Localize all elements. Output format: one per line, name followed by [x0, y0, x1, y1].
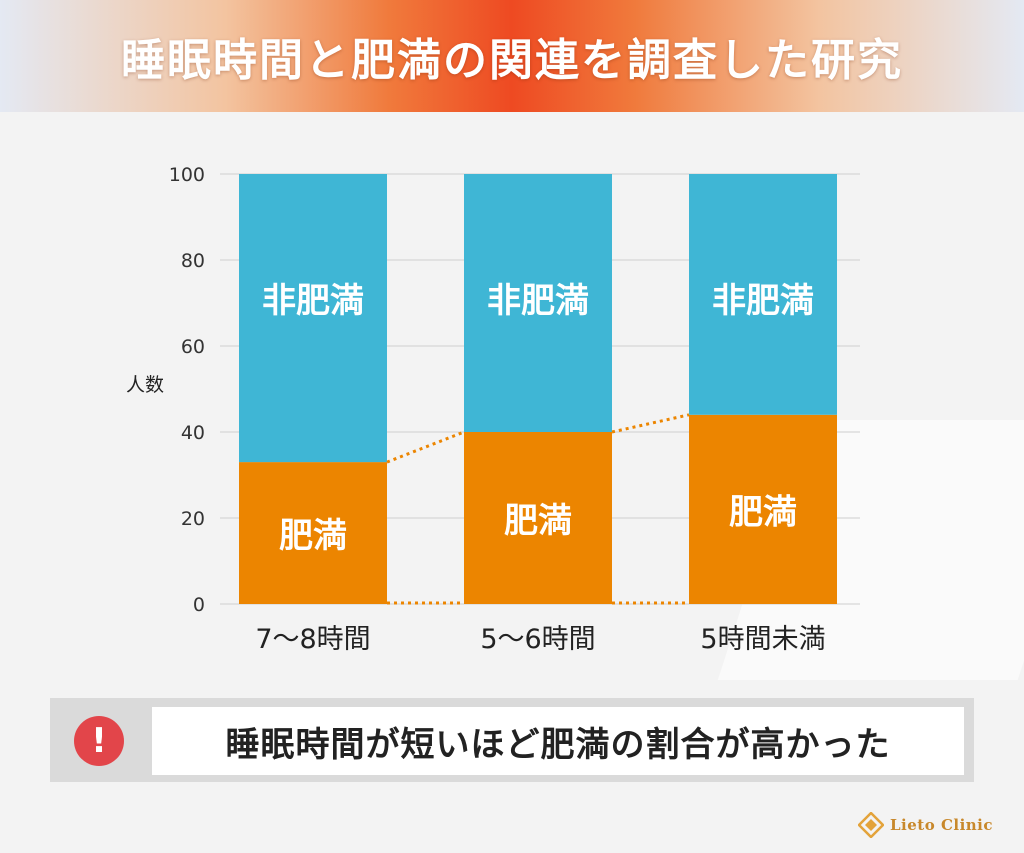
title-banner: 睡眠時間と肥満の関連を調査した研究	[0, 0, 1024, 112]
y-tick-label: 40	[181, 422, 205, 444]
y-axis-label: 人数	[126, 374, 164, 396]
segment-label-non-obese: 非肥満	[712, 281, 814, 321]
segment-label-non-obese: 非肥満	[487, 281, 589, 321]
segment-label-obese: 肥満	[729, 492, 797, 532]
y-tick-label: 100	[169, 164, 205, 186]
trend-connector	[611, 413, 690, 434]
bar-segment-non-obese	[239, 174, 387, 463]
x-tick-label: 5時間未満	[700, 624, 825, 655]
bar-segment-non-obese	[464, 174, 612, 432]
bar-segment-obese	[689, 414, 837, 604]
segment-label-obese: 肥満	[279, 516, 347, 556]
bar-segment-non-obese	[689, 174, 837, 415]
y-tick-label: 20	[181, 508, 205, 530]
segment-label-non-obese: 非肥満	[262, 281, 364, 321]
y-tick-label: 0	[193, 594, 205, 616]
y-tick-label: 80	[181, 250, 205, 272]
bar-segment-obese	[464, 432, 612, 604]
page-title: 睡眠時間と肥満の関連を調査した研究	[121, 35, 903, 86]
conclusion-text: 睡眠時間が短いほど肥満の割合が高かった	[152, 707, 964, 775]
brand-logo: Lieto Clinic	[858, 812, 993, 838]
brand-name: Lieto Clinic	[890, 816, 994, 834]
clinic-logo-icon	[858, 812, 884, 838]
bar-segment-obese	[239, 462, 387, 604]
trend-connector	[386, 430, 465, 464]
exclamation-icon: !	[74, 716, 124, 766]
segment-label-obese: 肥満	[504, 501, 572, 541]
y-tick-label: 60	[181, 336, 205, 358]
x-tick-label: 7〜8時間	[255, 624, 370, 655]
x-tick-label: 5〜6時間	[480, 624, 595, 655]
